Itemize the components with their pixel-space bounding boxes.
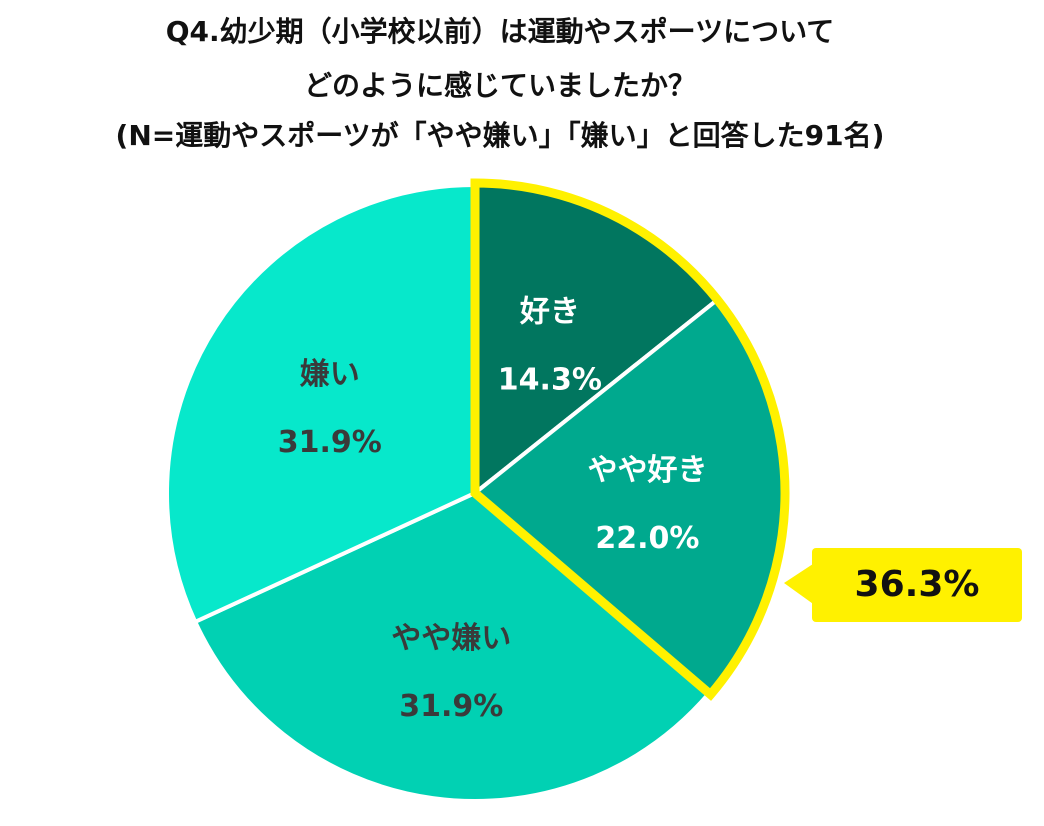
- slice-value-kirai: 31.9%: [278, 425, 382, 460]
- highlight-outline: [470, 178, 790, 701]
- highlight-total-label: 36.3%: [854, 564, 980, 605]
- callout-pointer: [784, 562, 816, 606]
- highlight-callout: 36.3%: [812, 548, 1022, 622]
- pie-slice-yaya-kirai: [193, 491, 712, 803]
- slice-value-yaya-kirai: 31.9%: [399, 689, 503, 724]
- chart-title-line-1: Q4.幼少期（小学校以前）は運動やスポーツについて: [165, 15, 835, 48]
- slice-label-suki: 好き: [519, 295, 580, 330]
- chart-title-line-3: (N=運動やスポーツが「やや嫌い」「嫌い」と回答した91名): [115, 119, 885, 152]
- slice-value-yaya-suki: 22.0%: [595, 521, 699, 556]
- slice-label-yaya-suki: やや好き: [587, 453, 707, 488]
- slice-label-kirai: 嫌い: [300, 357, 360, 392]
- chart-title-line-2: どのように感じていましたか？: [303, 69, 696, 102]
- slice-label-yaya-kirai: やや嫌い: [391, 621, 511, 656]
- pie-slice-kirai: [165, 183, 477, 624]
- slice-value-suki: 14.3%: [498, 363, 602, 398]
